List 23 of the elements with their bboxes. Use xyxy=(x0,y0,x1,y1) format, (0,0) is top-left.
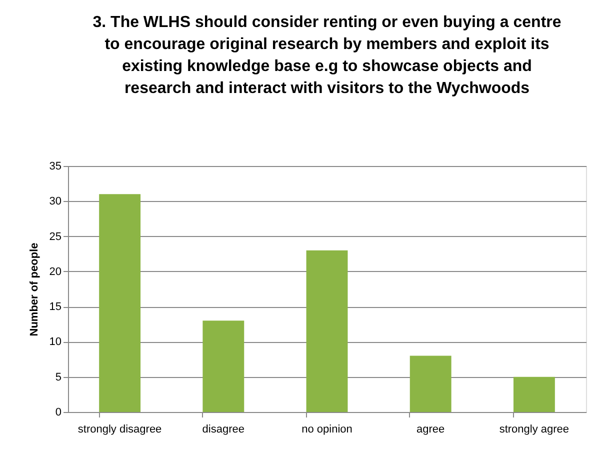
bar xyxy=(513,376,555,412)
y-tick-label: 25 xyxy=(49,230,62,243)
bar xyxy=(202,320,244,412)
text: existing knowledge base e.g to showcase objects and xyxy=(122,58,532,75)
y-tick-label: 0 xyxy=(55,406,62,418)
bar xyxy=(99,194,141,412)
y-tick-label: 10 xyxy=(49,336,62,348)
text: research and interact with visitors to the Wychwoods xyxy=(124,80,530,97)
x-tick-label: strongly agree xyxy=(499,424,570,436)
x-tick-label: agree xyxy=(416,424,445,436)
y-axis-title: Number of people xyxy=(28,242,40,336)
y-tick-label: 35 xyxy=(49,160,62,172)
text: to encourage original research by members and exploit its xyxy=(104,36,550,53)
y-tick-label: 15 xyxy=(49,301,62,314)
text: 3. The WLHS should consider renting or even buying a centre xyxy=(92,14,562,31)
y-tick-label: 30 xyxy=(49,196,62,208)
x-tick-label: disagree xyxy=(202,424,244,436)
bar xyxy=(410,356,452,412)
x-tick-label: strongly disagree xyxy=(78,424,162,436)
y-tick-label: 20 xyxy=(49,266,62,278)
y-tick-label: 5 xyxy=(55,371,62,384)
x-tick-label: no opinion xyxy=(302,424,352,436)
bar xyxy=(306,250,348,412)
